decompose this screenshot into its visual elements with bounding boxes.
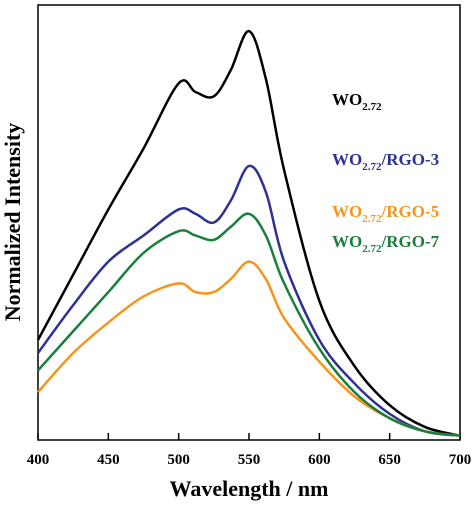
x-tick-label: 500 <box>167 452 190 468</box>
legend-label: WO2.72/RGO-7 <box>332 232 440 255</box>
line <box>37 212 461 437</box>
x-axis-title: Wavelength / nm <box>170 476 329 501</box>
line <box>36 29 461 437</box>
line <box>36 164 461 437</box>
x-tick-label: 550 <box>238 452 261 468</box>
line <box>37 260 461 437</box>
x-tick-label: 450 <box>97 452 120 468</box>
legend-label: WO2.72 <box>332 90 382 113</box>
legend-label: WO2.72/RGO-3 <box>332 150 439 173</box>
x-tick-label: 650 <box>378 452 401 468</box>
x-tick-label: 400 <box>27 452 50 468</box>
x-tick-label: 700 <box>449 452 472 468</box>
x-tick-label: 600 <box>308 452 331 468</box>
y-axis-title: Normalized Intensity <box>0 123 25 322</box>
legend-label: WO2.72/RGO-5 <box>332 202 439 225</box>
